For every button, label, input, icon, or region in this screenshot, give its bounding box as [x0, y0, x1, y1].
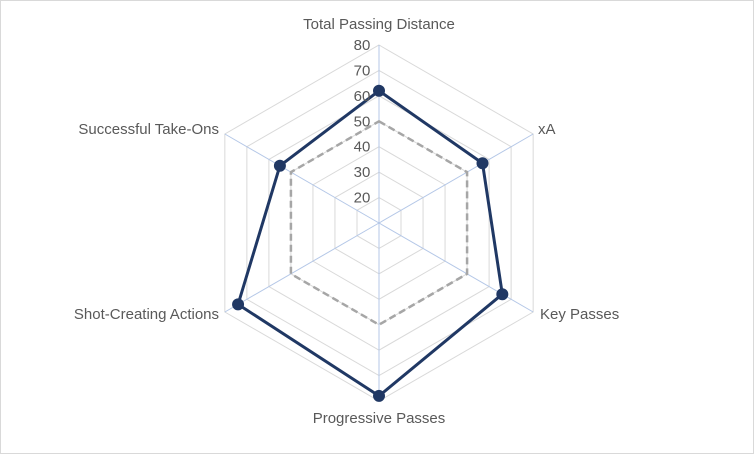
category-label-successful-take-ons: Successful Take-Ons: [78, 121, 219, 138]
series-1-point-xa: [476, 157, 489, 170]
axis-spoke-xa: [378, 133, 534, 224]
series-1-point-progressive-passes: [373, 389, 385, 402]
axis-spoke-successful-take-ons: [224, 133, 380, 224]
category-label-shot-creating-actions: Shot-Creating Actions: [74, 306, 219, 323]
axis-spoke-key-passes: [378, 222, 534, 313]
axis-spoke-shot-creating-actions: [224, 222, 380, 313]
series-1-point-total-passing-distance: [373, 84, 385, 97]
tick-layer: 20 30 40 50 60 70 80: [354, 37, 371, 207]
category-label-xa: xA: [538, 121, 556, 138]
series-layer: [232, 84, 509, 402]
spoke-layer: [224, 45, 534, 401]
category-label-key-passes: Key Passes: [540, 306, 619, 323]
series-1-point-shot-creating-actions: [232, 298, 245, 311]
category-label-progressive-passes: Progressive Passes: [313, 410, 446, 427]
series-1-point-key-passes: [496, 288, 509, 301]
tick-label-80: 80: [354, 37, 371, 54]
tick-label-70: 70: [354, 62, 371, 79]
series-1-point-successful-take-ons: [273, 159, 286, 172]
tick-label-20: 20: [354, 190, 371, 207]
series-2-line: [289, 120, 469, 326]
category-label-total-passing-distance: Total Passing Distance: [303, 16, 455, 33]
tick-label-60: 60: [354, 88, 371, 105]
tick-label-40: 40: [354, 139, 371, 156]
tick-label-50: 50: [354, 113, 371, 130]
tick-label-30: 30: [354, 164, 371, 181]
